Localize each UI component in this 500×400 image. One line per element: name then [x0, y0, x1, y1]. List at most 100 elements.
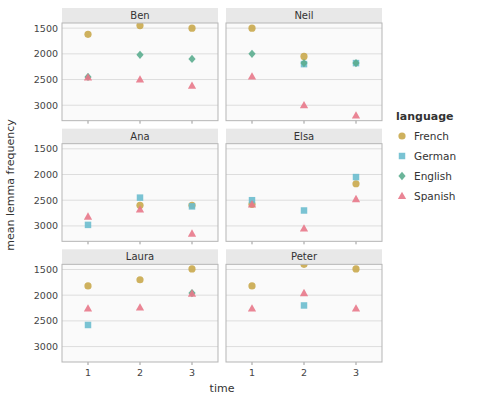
legend-label: Spanish: [414, 190, 455, 202]
grid-line: [226, 320, 382, 321]
point: [136, 23, 143, 29]
facet: Elsa: [226, 129, 382, 245]
point: [248, 25, 255, 32]
plot-frame: [62, 264, 218, 362]
plot-frame: [62, 144, 218, 242]
legend-label: French: [414, 130, 449, 142]
point: [352, 195, 360, 202]
plot-area: [226, 144, 382, 242]
grid-line: [62, 320, 218, 321]
facet-strip: [226, 129, 382, 144]
grid-line: [226, 346, 382, 347]
grid-line: [62, 105, 218, 106]
y-tick-label: 1500: [34, 23, 58, 34]
point: [301, 207, 307, 213]
y-tick-label: 3000: [34, 220, 58, 231]
facet-title: Peter: [291, 251, 318, 262]
legend: language French German English Spanish: [396, 110, 456, 202]
point: [136, 205, 144, 212]
point: [353, 174, 359, 180]
point: [352, 111, 360, 118]
legend-marker: [398, 192, 406, 199]
y-tick-label: 2500: [34, 74, 58, 85]
chart: Ben1500200025003000NeilAna15002000250030…: [0, 0, 500, 400]
plot-frame: [62, 23, 218, 121]
facet-strip: [62, 249, 218, 264]
grid-line: [62, 346, 218, 347]
point: [136, 276, 143, 283]
y-tick-label: 2000: [34, 290, 58, 301]
point: [352, 59, 359, 67]
y-tick-label: 3000: [34, 341, 58, 352]
facet: Laura1500200025003000123: [34, 249, 218, 378]
point: [188, 25, 195, 32]
y-tick-label: 2000: [34, 48, 58, 59]
facet-strip: [62, 129, 218, 144]
facet-title: Laura: [126, 251, 154, 262]
plot-frame: [226, 23, 382, 121]
plot-area: [62, 144, 218, 242]
points: [248, 264, 360, 311]
point: [189, 203, 195, 209]
plot-area: [226, 23, 382, 121]
point: [188, 265, 195, 272]
x-tick-label: 2: [301, 367, 307, 378]
grid-line: [226, 148, 382, 149]
points: [84, 194, 196, 236]
legend-marker: [398, 132, 405, 139]
point: [84, 73, 91, 81]
legend-label: English: [414, 170, 452, 182]
y-tick-label: 2000: [34, 169, 58, 180]
y-tick-label: 1500: [34, 264, 58, 275]
points: [84, 23, 196, 89]
point: [300, 101, 308, 108]
facet-strip: [62, 8, 218, 23]
plot-frame: [226, 264, 382, 362]
point: [248, 282, 255, 289]
x-tick-label: 3: [189, 367, 195, 378]
point: [352, 265, 359, 272]
point: [248, 200, 256, 207]
facet: Ana1500200025003000: [34, 129, 218, 245]
point: [84, 304, 92, 311]
plot-frame: [226, 144, 382, 242]
point: [352, 180, 359, 187]
facet-title: Ana: [130, 131, 149, 142]
point: [300, 264, 307, 268]
point: [300, 224, 308, 231]
point: [84, 282, 91, 289]
points: [84, 265, 196, 328]
point: [85, 222, 91, 228]
point: [188, 202, 195, 209]
y-tick-label: 2500: [34, 315, 58, 326]
legend-label: German: [414, 150, 456, 162]
points: [248, 174, 360, 232]
point: [136, 51, 143, 59]
y-axis-label: mean lemma frequency: [4, 119, 17, 251]
point: [300, 53, 307, 60]
point: [248, 304, 256, 311]
y-tick-label: 1500: [34, 143, 58, 154]
legend-title: language: [396, 110, 454, 123]
point: [84, 73, 92, 80]
grid-line: [62, 174, 218, 175]
facet: Ben1500200025003000: [34, 8, 218, 124]
point: [85, 322, 91, 328]
x-tick-label: 1: [249, 367, 255, 378]
facet-strip: [226, 8, 382, 23]
legend-marker: [398, 172, 405, 180]
point: [300, 289, 308, 296]
point: [301, 302, 307, 308]
plot-area: [62, 264, 218, 362]
y-tick-label: 3000: [34, 100, 58, 111]
plot-area: [62, 23, 218, 121]
point: [137, 194, 143, 200]
plot-area: [226, 264, 382, 362]
facet: Neil: [226, 8, 382, 124]
point: [352, 304, 360, 311]
grid-line: [62, 148, 218, 149]
point: [84, 31, 91, 38]
x-tick-label: 1: [85, 367, 91, 378]
point: [300, 59, 307, 67]
point: [248, 50, 255, 58]
